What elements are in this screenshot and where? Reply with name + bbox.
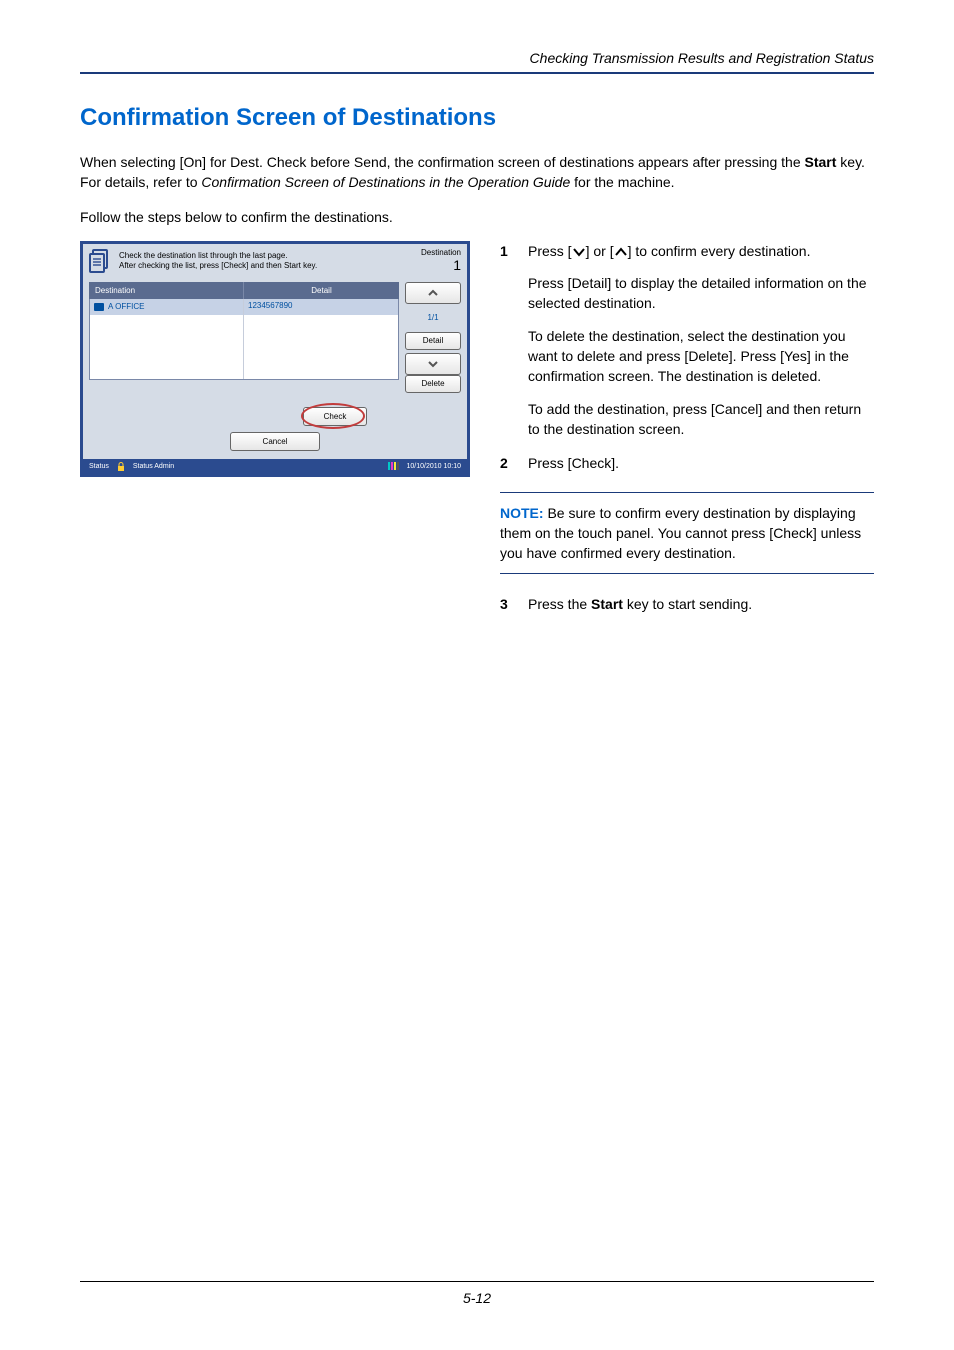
step-1-line-3: To delete the destination, select the de… [528,326,874,387]
destination-list: Destination Detail A OFFICE 1234567890 [89,282,399,393]
toner-icon [388,462,399,470]
column-header-destination: Destination [89,282,244,299]
destination-row-empty [90,331,398,347]
status-bar: Status Status Admin 10/10/2010 10:10 [83,459,467,474]
device-titlebar: Check the destination list through the l… [83,244,467,278]
text-bold: Start [805,154,837,170]
scroll-down-button[interactable] [405,353,461,375]
text: Press [ [528,243,572,259]
page-title: Confirmation Screen of Destinations [80,104,874,132]
step-1-line-4: To add the destination, press [Cancel] a… [528,399,874,440]
chevron-down-icon [572,246,586,258]
delete-button[interactable]: Delete [405,375,461,393]
step-number: 2 [500,453,514,473]
device-message-line2: After checking the list, press [Check] a… [119,261,421,271]
step-number: 1 [500,241,514,439]
note-box: NOTE: Be sure to confirm every destinati… [500,492,874,575]
status-user: Status Admin [133,463,174,470]
device-message: Check the destination list through the l… [119,251,421,270]
text-bold: Start [591,596,623,612]
destination-count-value: 1 [421,257,461,273]
text: ] to confirm every destination. [628,243,811,259]
destination-row[interactable]: A OFFICE 1234567890 [90,299,398,315]
page-footer: 5-12 [80,1281,874,1306]
check-button[interactable]: Check [303,407,367,426]
intro-paragraph-1: When selecting [On] for Dest. Check befo… [80,152,874,193]
step-number: 3 [500,594,514,614]
device-message-line1: Check the destination list through the l… [119,251,421,261]
header-rule [80,72,874,74]
destination-row-number: 1234567890 [244,299,398,315]
destination-row-empty [90,315,398,331]
intro-paragraph-2: Follow the steps below to confirm the de… [80,207,874,227]
text: for the machine. [570,174,674,190]
destination-row-empty [90,347,398,363]
note-label: NOTE: [500,505,544,521]
step-1-line-2: Press [Detail] to display the detailed i… [528,273,874,314]
status-datetime: 10/10/2010 10:10 [407,463,462,470]
note-text: Be sure to confirm every destination by … [500,505,861,562]
document-stack-icon [89,248,113,274]
text: Press the [528,596,591,612]
scroll-up-button[interactable] [405,282,461,304]
step-1-line-1: Press [ ] or [ ] to confirm every destinat… [528,241,874,261]
cancel-button[interactable]: Cancel [230,432,320,451]
step-2: 2 Press [Check]. [500,453,874,473]
destination-count-badge: Destination 1 [421,248,461,273]
step-2-line-1: Press [Check]. [528,453,874,473]
running-head: Checking Transmission Results and Regist… [80,50,874,72]
step-3: 3 Press the Start key to start sending. [500,594,874,614]
text: key to start sending. [623,596,752,612]
detail-button[interactable]: Detail [405,332,461,350]
step-1: 1 Press [ ] or [ ] to confirm every destin… [500,241,874,439]
device-screenshot: Check the destination list through the l… [80,241,470,477]
status-label[interactable]: Status [89,463,109,470]
fax-icon [94,303,104,311]
page-indicator: 1/1 [405,307,461,329]
chevron-up-icon [614,246,628,258]
destination-row-name: A OFFICE [108,302,144,311]
step-3-line-1: Press the Start key to start sending. [528,594,874,614]
text: When selecting [On] for Dest. Check befo… [80,154,805,170]
destination-row-empty [90,363,398,379]
text: ] or [ [586,243,614,259]
column-header-detail: Detail [244,282,399,299]
lock-icon [117,462,125,471]
destination-count-label: Destination [421,248,461,257]
text-italic: Confirmation Screen of Destinations in t… [201,174,570,190]
